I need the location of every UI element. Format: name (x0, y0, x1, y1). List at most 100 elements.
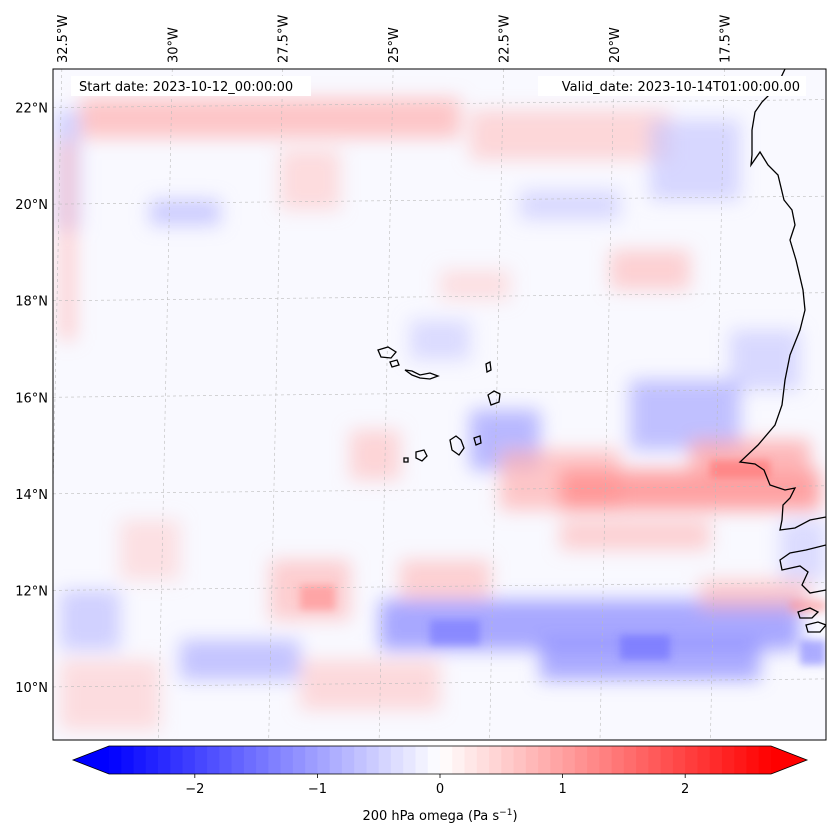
colorbar-cell (476, 746, 490, 774)
parallel-0 (53, 99, 826, 108)
meridian-5 (599, 69, 615, 740)
colorbar-tick-label-1: −1 (308, 782, 327, 797)
colorbar-cell (354, 746, 367, 774)
lon-label-6: 17.5°W (718, 15, 733, 63)
lon-label-2: 27.5°W (277, 15, 292, 63)
colorbar-tick-label-4: 2 (681, 782, 689, 797)
colorbar-cell (672, 746, 686, 774)
colorbar-cell (256, 746, 269, 774)
map-frame (52, 68, 827, 741)
colorbar-cell (464, 746, 478, 774)
lon-label-3: 25°W (387, 27, 402, 63)
sao-vicente (389, 359, 400, 368)
colorbar-cell (415, 746, 429, 774)
colorbar-cell (366, 746, 380, 774)
colorbar-cell (133, 746, 147, 774)
colorbar-cell (758, 746, 772, 774)
colorbar-extend-min (73, 746, 109, 774)
colorbar-cell (501, 746, 515, 774)
colorbar-cell (538, 746, 551, 774)
lat-label-0: 22°N (15, 102, 48, 117)
colorbar: −2 −1 0 1 2 200 hPa omega (Pa s−1) (71, 745, 809, 824)
colorbar-cell (562, 746, 576, 774)
lat-label-6: 10°N (15, 681, 48, 696)
bijagos-coast (797, 607, 826, 633)
colorbar-cell (341, 746, 355, 774)
latitude-labels: 22°N 20°N 18°N 16°N 14°N 12°N 10°N (15, 102, 48, 696)
colorbar-cell (550, 746, 564, 774)
colorbar-cell (525, 746, 539, 774)
colorbar-cell (734, 746, 747, 774)
colorbar-label-text: 200 hPa omega (Pa s (362, 809, 499, 824)
colorbar-cell (182, 746, 196, 774)
meridian-1 (157, 69, 173, 740)
colorbar-cell (709, 746, 723, 774)
colorbar-cell (440, 746, 453, 774)
gridlines (53, 69, 826, 740)
colorbar-cell (243, 746, 257, 774)
brava (403, 457, 409, 463)
fogo (415, 449, 428, 462)
colorbar-cells (73, 746, 807, 774)
start-date: Start date: 2023-10-12_00:00:00 (79, 80, 293, 95)
parallel-6 (53, 678, 826, 688)
maio (473, 435, 482, 446)
parallel-5 (53, 582, 826, 591)
valid-date-box (538, 76, 806, 96)
colorbar-label: 200 hPa omega (Pa s−1) (362, 808, 517, 824)
lat-label-4: 14°N (15, 488, 48, 503)
colorbar-cell (145, 746, 159, 774)
colorbar-cell (587, 746, 600, 774)
colorbar-cell (697, 746, 711, 774)
colorbar-cell (403, 746, 416, 774)
meridian-2 (268, 69, 283, 740)
colorbar-cell (660, 746, 674, 774)
colorbar-cell (452, 746, 466, 774)
colorbar-label-exponent: −1 (499, 808, 512, 818)
colorbar-cell (636, 746, 649, 774)
lon-label-1: 30°W (166, 27, 181, 63)
colorbar-cell (317, 746, 331, 774)
omega-field-detail (300, 460, 826, 665)
start-date-box (71, 76, 311, 96)
colorbar-outline (71, 745, 809, 775)
omega-field (55, 98, 826, 730)
colorbar-tick-label-3: 1 (558, 782, 566, 797)
colorbar-cell (194, 746, 208, 774)
colorbar-cell (599, 746, 613, 774)
colorbar-cell (158, 746, 171, 774)
colorbar-cell (170, 746, 184, 774)
gambia-senegal-coast (779, 544, 826, 594)
meridian-4 (489, 69, 504, 740)
colorbar-cell (207, 746, 220, 774)
map-panel: Start date: 2023-10-12_00:00:00 Valid_da… (52, 68, 827, 741)
sal (485, 361, 492, 373)
colorbar-cell (574, 746, 588, 774)
lon-label-4: 22.5°W (498, 15, 513, 63)
omega-field-smooth (55, 98, 826, 730)
colorbar-cell (390, 746, 404, 774)
lat-label-2: 18°N (15, 295, 48, 310)
coastlines (377, 69, 826, 633)
parallel-2 (53, 292, 826, 302)
colorbar-cell (378, 746, 392, 774)
colorbar-cell (329, 746, 343, 774)
parallel-3 (53, 388, 826, 398)
africa-coastline (738, 69, 826, 531)
colorbar-cell (685, 746, 698, 774)
santiago (449, 435, 465, 456)
colorbar-cell (513, 746, 527, 774)
colorbar-cell (219, 746, 233, 774)
meridian-6 (710, 69, 725, 740)
lat-label-5: 12°N (15, 584, 48, 599)
longitude-labels: 32.5°W 30°W 27.5°W 25°W 22.5°W 20°W 17.5°W (56, 15, 734, 63)
parallel-1 (53, 195, 826, 205)
santo-antao (377, 346, 397, 359)
colorbar-cell (231, 746, 245, 774)
colorbar-tick-label-0: −2 (185, 782, 204, 797)
colorbar-cell (280, 746, 294, 774)
colorbar-cell (746, 746, 760, 774)
meridian-3 (378, 69, 394, 740)
colorbar-cell (721, 746, 735, 774)
